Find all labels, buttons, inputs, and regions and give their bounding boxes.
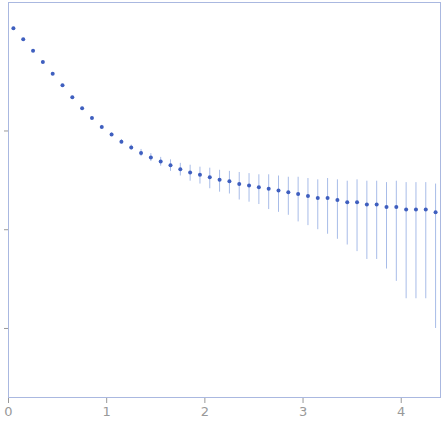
svg-text:2: 2 <box>201 404 209 419</box>
svg-text:3: 3 <box>299 404 307 419</box>
svg-text:1: 1 <box>103 404 111 419</box>
svg-text:4: 4 <box>397 404 405 419</box>
svg-text:0: 0 <box>4 404 12 419</box>
